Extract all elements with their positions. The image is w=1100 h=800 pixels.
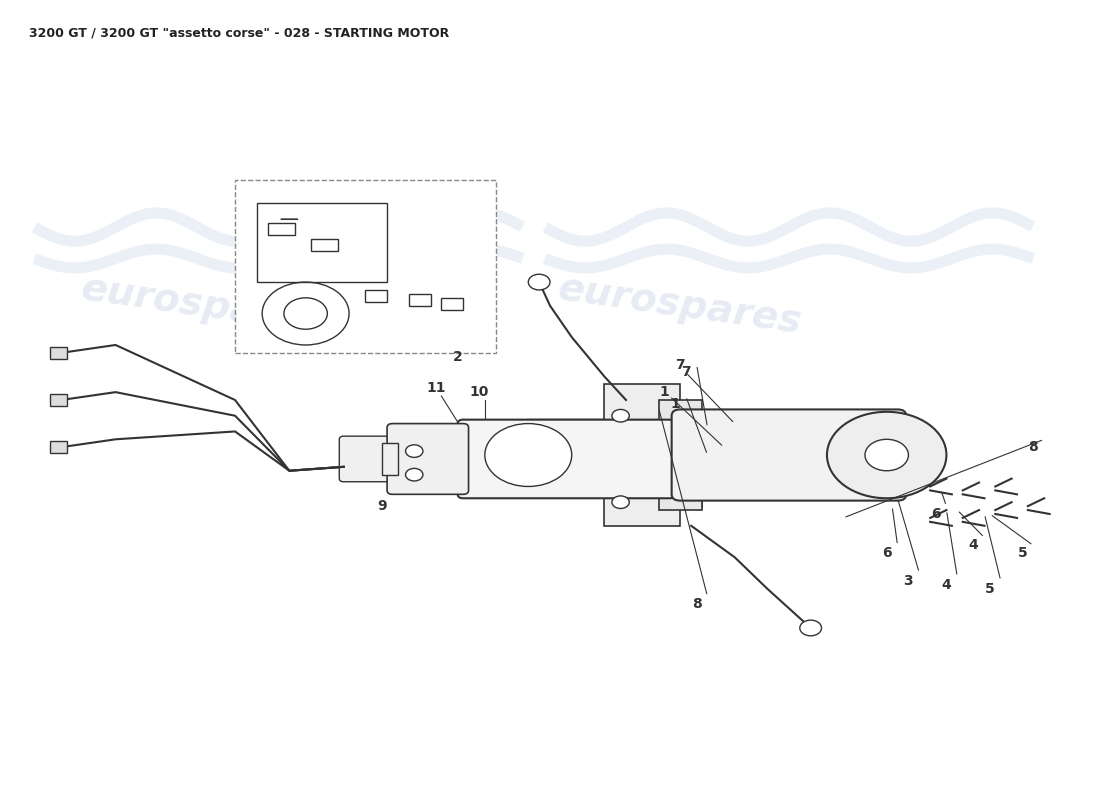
Text: 8: 8 (1028, 440, 1038, 454)
Bar (235, 180, 496, 353)
Bar (51, 394, 67, 406)
Bar (51, 441, 67, 454)
Bar (670, 412, 702, 506)
FancyBboxPatch shape (458, 420, 675, 498)
FancyBboxPatch shape (339, 436, 408, 482)
Circle shape (800, 620, 822, 636)
Circle shape (827, 412, 946, 498)
FancyBboxPatch shape (387, 423, 469, 494)
Bar (409, 294, 430, 306)
Circle shape (406, 445, 422, 458)
Text: 2: 2 (453, 350, 463, 364)
Text: 9: 9 (377, 499, 386, 513)
Circle shape (528, 274, 550, 290)
Text: 4: 4 (969, 538, 979, 553)
Text: 5: 5 (1018, 546, 1027, 560)
Text: eurospares: eurospares (556, 270, 805, 342)
Text: 1: 1 (659, 385, 669, 399)
Text: 11: 11 (426, 382, 446, 395)
Circle shape (612, 410, 629, 422)
Bar (365, 290, 387, 302)
Circle shape (612, 496, 629, 509)
Text: 3200 GT / 3200 GT "assetto corse" - 028 - STARTING MOTOR: 3200 GT / 3200 GT "assetto corse" - 028 … (29, 26, 449, 39)
Bar (256, 203, 387, 282)
Bar (267, 223, 295, 235)
Text: 7: 7 (675, 358, 685, 372)
Bar (382, 443, 398, 474)
Text: 8: 8 (692, 598, 702, 611)
Bar (311, 239, 338, 250)
Text: 10: 10 (470, 385, 490, 399)
Text: eurospares: eurospares (78, 270, 327, 342)
Circle shape (485, 423, 572, 486)
Text: 6: 6 (931, 507, 940, 521)
Text: 3: 3 (903, 574, 913, 588)
FancyBboxPatch shape (522, 420, 609, 490)
Bar (51, 346, 67, 359)
Text: 7: 7 (681, 366, 691, 379)
Bar (441, 298, 463, 310)
Circle shape (406, 468, 422, 481)
Bar (604, 384, 680, 526)
Circle shape (865, 439, 909, 470)
Text: 1: 1 (670, 397, 680, 411)
Bar (659, 400, 702, 510)
Text: 6: 6 (882, 546, 891, 560)
Text: 4: 4 (942, 578, 952, 592)
Text: 5: 5 (984, 582, 994, 596)
FancyBboxPatch shape (672, 410, 906, 501)
